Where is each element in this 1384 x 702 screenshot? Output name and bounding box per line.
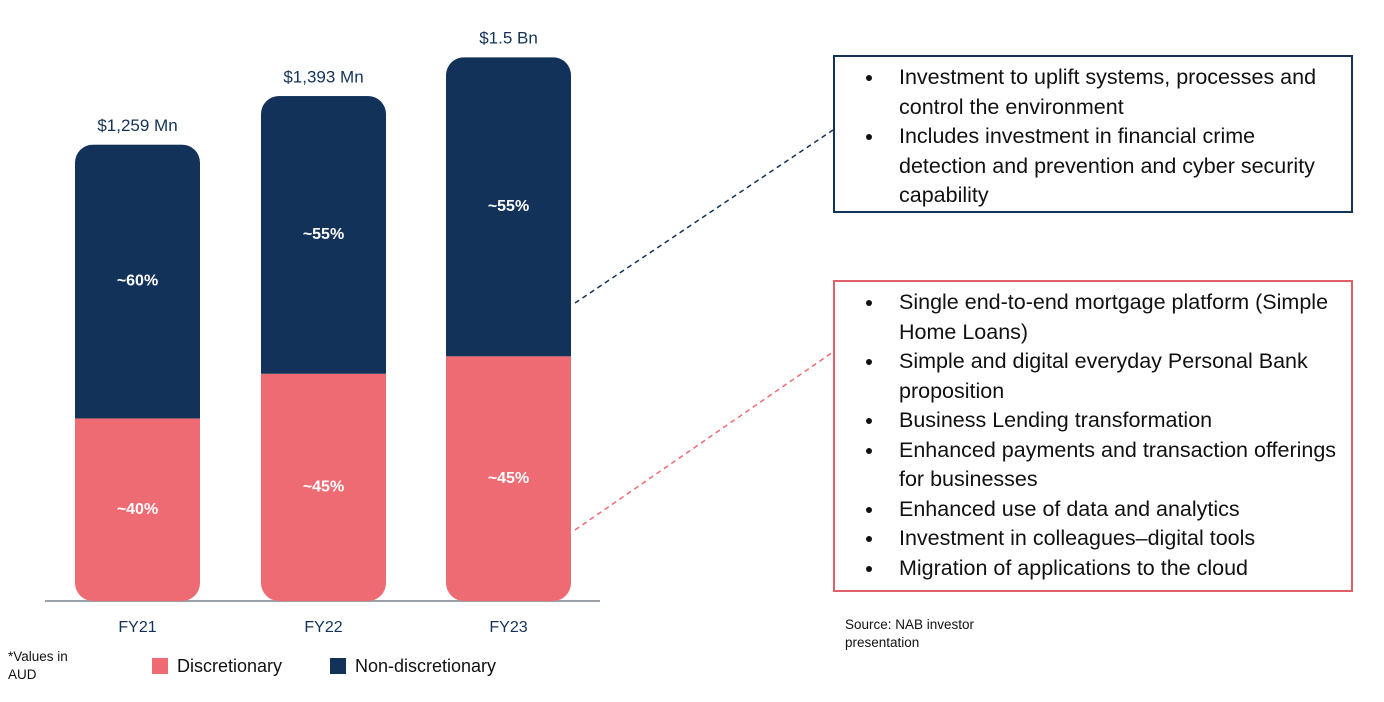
value-label: ~40% — [117, 501, 158, 518]
bar-group — [446, 57, 571, 601]
x-tick-label: FY23 — [489, 619, 527, 636]
bullet-item: Investment to uplift systems, processes … — [885, 63, 1341, 122]
bullet-item: Single end-to-end mortgage platform (Sim… — [885, 288, 1341, 347]
bar-segment — [261, 373, 386, 601]
bar-segment — [75, 144, 200, 419]
bullet-list: Investment to uplift systems, processes … — [849, 63, 1341, 211]
bullet-item: Simple and digital everyday Personal Ban… — [885, 347, 1341, 406]
callout-box: Investment to uplift systems, processes … — [833, 55, 1353, 213]
x-tick-label: FY22 — [304, 619, 342, 636]
total-label: $1.5 Bn — [479, 29, 538, 48]
x-tick-label: FY21 — [118, 619, 156, 636]
value-label: ~55% — [488, 198, 529, 215]
value-label: ~60% — [117, 273, 158, 290]
value-label: ~45% — [303, 479, 344, 496]
bullet-item: Includes investment in financial crime d… — [885, 122, 1341, 211]
connector — [574, 351, 834, 531]
bullet-item: Migration of applications to the cloud — [885, 554, 1341, 584]
bullet-item: Enhanced payments and transaction offeri… — [885, 436, 1341, 495]
bullet-item: Business Lending transformation — [885, 406, 1341, 436]
legend-swatch — [330, 658, 346, 674]
source-note: Source: NAB investor presentation — [845, 617, 975, 650]
bar-segment — [261, 96, 386, 374]
value-label: ~55% — [303, 226, 344, 243]
legend-label: Discretionary — [177, 656, 282, 676]
value-label: ~45% — [488, 470, 529, 487]
connector — [574, 129, 834, 304]
total-label: $1,259 Mn — [97, 116, 177, 135]
bar-group — [261, 96, 386, 601]
bullet-list: Single end-to-end mortgage platform (Sim… — [849, 288, 1341, 583]
bar-segment — [446, 57, 571, 357]
bar-group — [75, 144, 200, 601]
bar-segment — [446, 356, 571, 601]
callout-box: Single end-to-end mortgage platform (Sim… — [833, 280, 1353, 592]
bar-segment — [75, 418, 200, 601]
footnote: *Values in AUD — [8, 649, 68, 682]
bullet-item: Enhanced use of data and analytics — [885, 495, 1341, 525]
legend-swatch — [152, 658, 168, 674]
total-label: $1,393 Mn — [283, 68, 363, 87]
legend-label: Non-discretionary — [355, 656, 496, 676]
bullet-item: Investment in colleagues–digital tools — [885, 524, 1341, 554]
